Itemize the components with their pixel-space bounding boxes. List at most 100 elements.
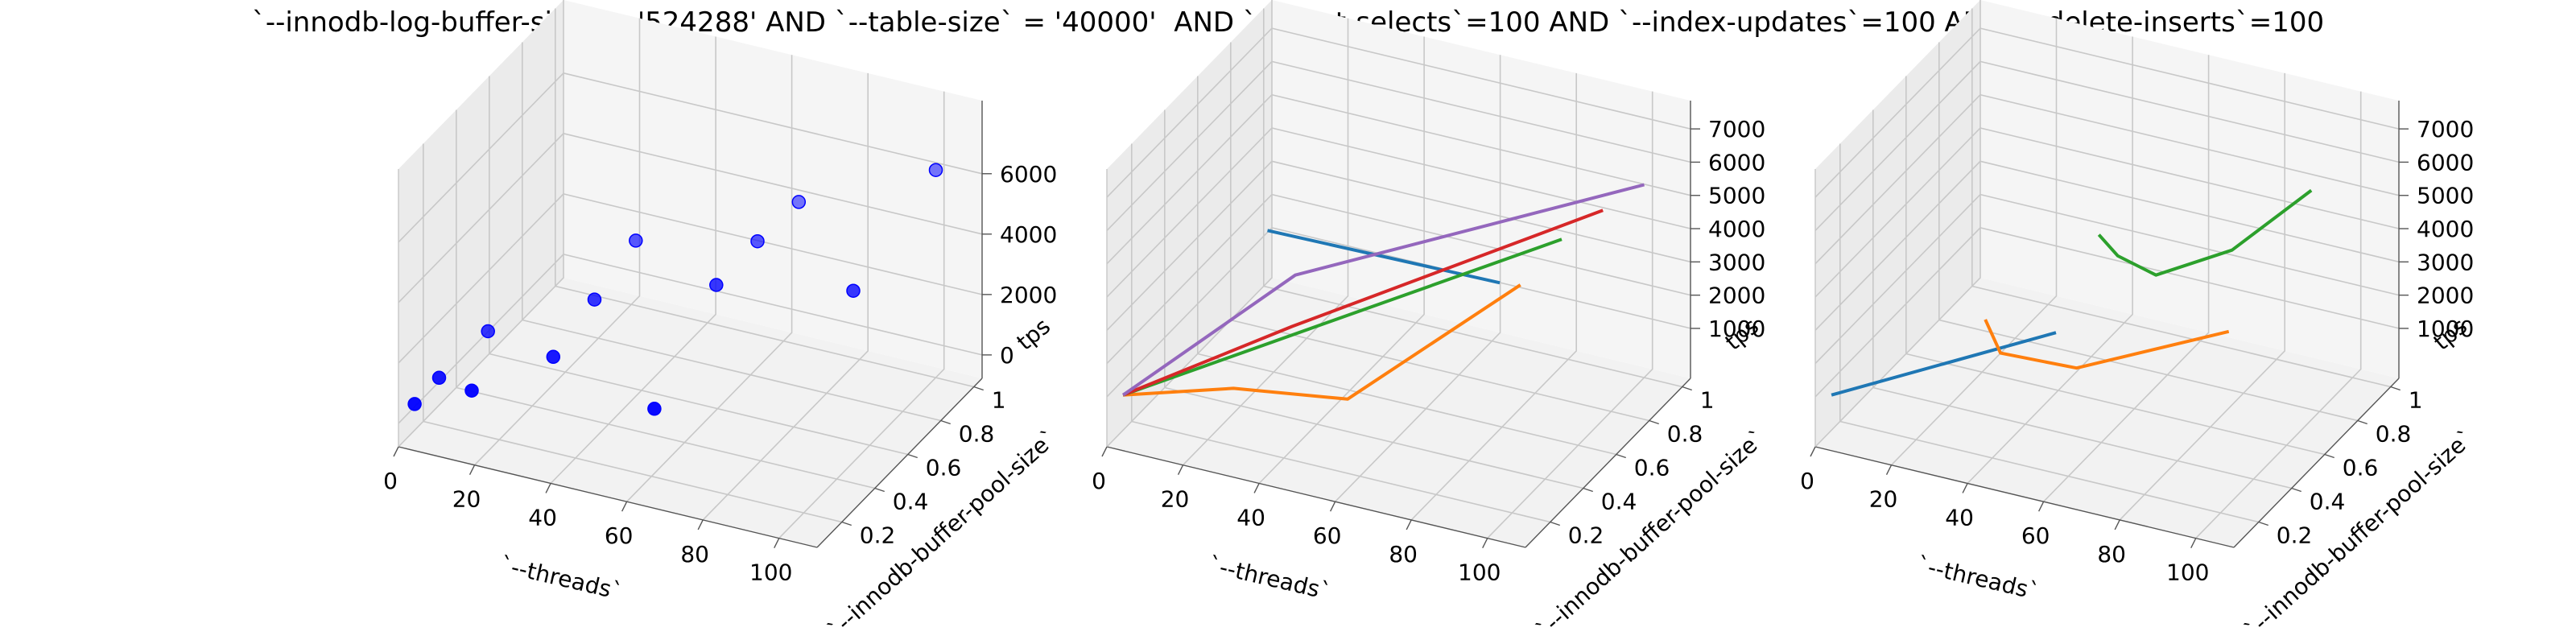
x-tick-label: 20 [452, 486, 481, 513]
z-tick-label: 5000 [1708, 183, 1765, 209]
z-tick-label: 3000 [2417, 249, 2474, 275]
subplot-2: 0204060801000.20.40.60.81100020003000400… [1092, 0, 1771, 643]
y-tick [842, 522, 852, 526]
y-tick-label: 0.4 [893, 489, 929, 515]
z-tick-label: 6000 [1000, 161, 1057, 188]
x-tick-label: 100 [749, 559, 792, 586]
x-tick [1179, 465, 1183, 475]
scatter-point [930, 163, 943, 176]
y-tick-label: 0.8 [959, 421, 995, 448]
z-tick-label: 5000 [2417, 183, 2474, 209]
x-tick [1102, 447, 1107, 456]
x-tick-label: 80 [2097, 541, 2126, 568]
x-tick [698, 520, 703, 530]
z-tick-label: 2000 [2417, 283, 2474, 309]
z-tick-label: 6000 [2417, 149, 2474, 175]
z-tick-label: 2000 [1708, 283, 1765, 309]
scatter-point [648, 402, 661, 415]
subplot-3: 0 20 40 60 80 100 0.2 0.4 0.6 0.8 1 1000 2000 3000 400… [1800, 0, 2479, 643]
y-tick [2358, 421, 2368, 424]
y-tick [908, 455, 918, 458]
y-tick [2391, 387, 2401, 390]
y-tick-label: 0.8 [2376, 421, 2412, 448]
z-axis-label: tps [1012, 313, 1055, 356]
x-axis-label: `--threads` [1914, 551, 2041, 605]
scatter-point [433, 371, 446, 384]
x-tick [774, 539, 779, 548]
y-tick [1682, 387, 1692, 390]
x-tick [1810, 447, 1815, 456]
y-tick [1583, 489, 1593, 492]
x-tick [1331, 502, 1335, 511]
x-tick-label: 100 [2166, 559, 2209, 586]
scatter-point [792, 196, 805, 208]
z-tick-label: 0 [1000, 342, 1014, 369]
x-tick [1254, 483, 1259, 493]
y-tick-label: 0.4 [1601, 489, 1637, 515]
z-tick-label: 6000 [1708, 149, 1765, 175]
x-tick-label: 60 [605, 522, 634, 549]
scatter-point [465, 384, 478, 397]
z-tick-label: 7000 [1708, 116, 1765, 142]
x-tick [470, 465, 475, 475]
y-tick-label: 1 [1700, 387, 1715, 414]
x-tick [622, 502, 627, 511]
x-tick-label: 60 [1313, 522, 1342, 549]
y-tick [875, 489, 885, 492]
y-tick-label: 1 [2409, 387, 2423, 414]
x-tick-label: 0 [1092, 468, 1106, 494]
x-tick [2191, 539, 2196, 548]
y-tick-label: 0.6 [1634, 455, 1670, 481]
x-tick-label: 80 [680, 541, 709, 568]
y-tick [1616, 455, 1626, 458]
scatter-point [588, 293, 601, 306]
y-tick [2259, 522, 2268, 526]
scatter-point [710, 279, 723, 291]
x-axis-label: `--threads` [1206, 551, 1333, 605]
x-tick-label: 100 [1458, 559, 1501, 586]
x-tick-label: 40 [1236, 504, 1265, 530]
y-tick-label: 1 [992, 387, 1006, 414]
y-tick-label: 0.6 [926, 455, 962, 481]
y-tick-label: 0.2 [860, 522, 896, 549]
y-tick-label: 0.4 [2310, 489, 2346, 515]
x-tick-label: 20 [1161, 486, 1190, 513]
z-tick-label: 2000 [1000, 282, 1057, 308]
x-tick-label: 40 [1945, 504, 1974, 530]
x-tick-label: 20 [1869, 486, 1898, 513]
y-tick [974, 387, 984, 390]
scatter-point [481, 325, 494, 338]
subplot-1: 0 20 40 60 80 100 0.2 0.4 0.6 0.8 1 0 2000 4000 6000 `-… [383, 0, 1063, 643]
z-tick-label: 4000 [2417, 216, 2474, 242]
scatter-point [847, 284, 860, 297]
y-tick [2325, 455, 2334, 458]
z-tick-label: 7000 [2417, 116, 2474, 142]
scatter-point [547, 350, 559, 363]
x-tick [2115, 520, 2120, 530]
x-tick-label: 0 [1800, 468, 1814, 494]
x-tick [394, 447, 398, 456]
y-tick [1550, 522, 1560, 526]
x-axis-label: `--threads` [497, 551, 625, 605]
x-tick-label: 40 [528, 504, 557, 530]
y-tick [941, 421, 951, 424]
y-tick-label: 0.2 [1568, 522, 1604, 549]
scatter-point [630, 234, 642, 247]
x-tick-label: 80 [1389, 541, 1418, 568]
y-tick-label: 0.2 [2277, 522, 2313, 549]
x-tick [1406, 520, 1411, 530]
scatter-point [408, 398, 421, 411]
y-tick-label: 0.8 [1667, 421, 1703, 448]
scatter-point [751, 235, 764, 248]
x-tick-label: 0 [383, 468, 398, 494]
x-tick [546, 483, 551, 493]
y-tick [1649, 421, 1659, 424]
x-tick [1483, 539, 1488, 548]
x-tick [1963, 483, 1967, 493]
z-tick-label: 4000 [1000, 221, 1057, 248]
z-tick-label: 3000 [1708, 249, 1765, 275]
x-tick [2039, 502, 2044, 511]
z-tick-label: 4000 [1708, 216, 1765, 242]
x-tick-label: 60 [2021, 522, 2050, 549]
